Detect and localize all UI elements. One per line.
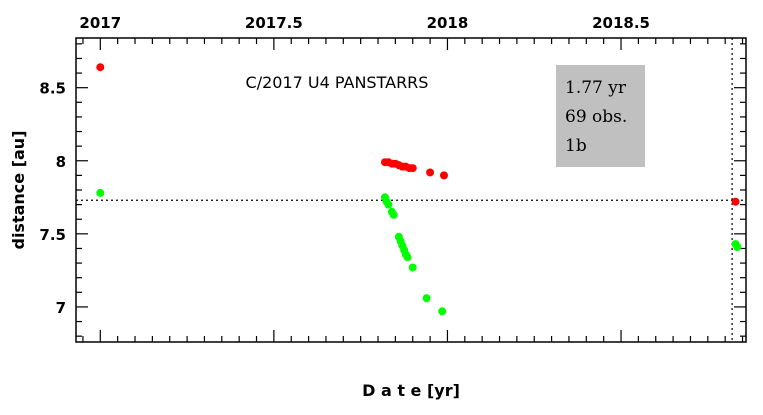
data-point bbox=[733, 243, 742, 251]
info-box-line: 1.77 yr bbox=[565, 78, 627, 98]
x-tick-label: 2017 bbox=[79, 14, 121, 32]
x-tick-label: 2018.5 bbox=[592, 14, 650, 32]
data-point bbox=[96, 63, 105, 72]
data-point bbox=[439, 171, 448, 180]
x-tick-label: 2018 bbox=[427, 14, 469, 32]
info-box-line: 69 obs. bbox=[565, 107, 627, 127]
data-point bbox=[403, 253, 412, 262]
data-point bbox=[438, 307, 447, 316]
y-tick-label: 8.5 bbox=[39, 80, 66, 98]
data-points bbox=[96, 63, 742, 316]
data-point bbox=[384, 200, 393, 209]
x-axis-title: D a t e [yr] bbox=[362, 381, 460, 400]
y-tick-labels: 7 7.5 8 8.5 bbox=[39, 80, 66, 317]
x-tick-label: 2017.5 bbox=[245, 14, 303, 32]
y-axis-title: distance [au] bbox=[9, 130, 28, 249]
y-tick-label: 7.5 bbox=[39, 226, 66, 244]
tick-marks bbox=[76, 38, 746, 342]
info-box-line: 1b bbox=[565, 136, 587, 156]
data-point bbox=[422, 294, 431, 303]
plot-frame bbox=[75, 37, 747, 343]
data-point bbox=[426, 168, 435, 177]
info-box: 1.77 yr 69 obs. 1b bbox=[556, 65, 645, 167]
reference-lines bbox=[76, 38, 746, 342]
data-point bbox=[731, 197, 740, 206]
data-point bbox=[96, 188, 105, 197]
chart-title: C/2017 U4 PANSTARRS bbox=[246, 73, 429, 92]
info-box-background bbox=[556, 65, 645, 167]
data-point bbox=[389, 210, 398, 219]
data-point bbox=[408, 263, 417, 272]
y-tick-label: 8 bbox=[56, 153, 66, 171]
data-point bbox=[408, 164, 417, 173]
x-tick-labels: 2017 2017.5 2018 2018.5 bbox=[79, 14, 650, 32]
y-tick-label: 7 bbox=[56, 299, 66, 317]
